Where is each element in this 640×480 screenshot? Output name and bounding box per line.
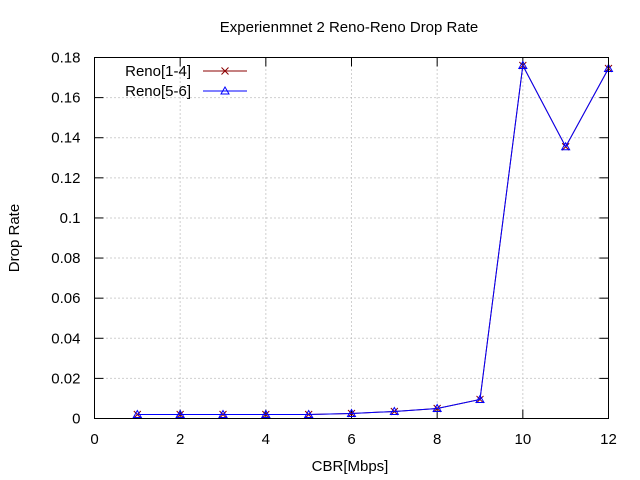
x-tick-label: 2 <box>176 431 184 448</box>
legend-marker <box>220 85 230 95</box>
series-1 <box>133 61 613 419</box>
series-2 <box>132 60 614 418</box>
legend: Reno[1-4] Reno[5-6] <box>125 63 247 100</box>
data-point <box>132 409 143 418</box>
y-tick-label: 0.1 <box>60 210 81 227</box>
y-tick-label: 0.14 <box>51 130 80 147</box>
y-tick-label: 0.16 <box>51 90 80 107</box>
data-point <box>475 394 485 403</box>
x-axis-title: CBR[Mbps] <box>312 458 389 475</box>
y-axis-title: Drop Rate <box>6 204 23 272</box>
x-tick-label: 0 <box>90 431 98 448</box>
x-tick-label: 10 <box>514 431 531 448</box>
data-point <box>260 409 271 418</box>
series-layer <box>132 60 614 419</box>
data-point <box>517 60 528 70</box>
grid <box>94 57 609 419</box>
y-tick-label: 0.12 <box>51 170 80 187</box>
y-tick-label: 0.08 <box>51 250 80 267</box>
series-line <box>137 63 609 415</box>
data-point <box>175 409 186 418</box>
data-point <box>389 406 400 415</box>
tick-labels: 0 0.02 0.04 0.06 0.08 0.1 0.12 0.14 0.16 0.18 0 2 4 6… <box>51 50 617 449</box>
y-tick-label: 0.04 <box>51 330 80 347</box>
data-point <box>218 409 228 418</box>
legend-marker <box>221 67 229 75</box>
data-point <box>560 141 571 151</box>
y-tick-label: 0.18 <box>51 50 80 67</box>
plot-frame <box>94 57 609 419</box>
data-point <box>432 403 443 412</box>
data-point <box>303 409 314 418</box>
legend-label: Reno[5-6] <box>125 83 191 100</box>
y-tick-label: 0 <box>72 411 80 428</box>
x-tick-label: 6 <box>347 431 355 448</box>
y-tick-label: 0.06 <box>51 290 80 307</box>
legend-label: Reno[1-4] <box>125 63 191 80</box>
x-tick-label: 12 <box>600 431 617 448</box>
x-tick-label: 8 <box>433 431 441 448</box>
series-line <box>137 63 609 415</box>
chart-title: Experienmnet 2 Reno-Reno Drop Rate <box>220 19 478 36</box>
y-tick-label: 0.02 <box>51 370 80 387</box>
x-tick-label: 4 <box>262 431 270 448</box>
data-point <box>346 408 357 417</box>
